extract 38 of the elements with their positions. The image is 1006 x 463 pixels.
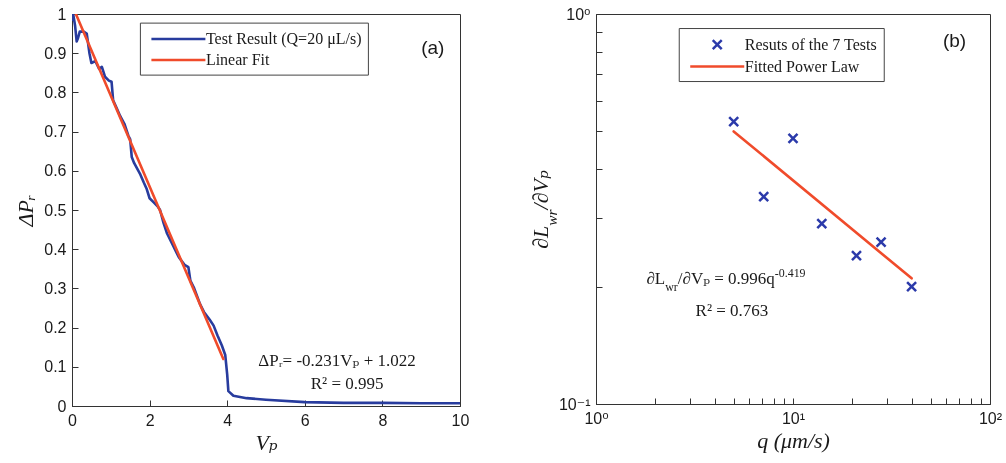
y-tick-label: 0.1 — [44, 358, 67, 376]
point — [816, 217, 828, 230]
y-tick-label: 0.6 — [44, 162, 67, 180]
x-tick-label: 4 — [223, 411, 233, 429]
x-tick-label: 10¹ — [781, 409, 806, 427]
x-tick-label: 8 — [378, 411, 388, 429]
y-tick-label: 0.9 — [44, 44, 67, 62]
x-axis-title: q (μm/s) — [757, 427, 830, 453]
point — [757, 190, 770, 203]
x-tick-label: 2 — [145, 411, 155, 429]
x-tick-label: 6 — [300, 411, 310, 429]
y-tick-label: 0.4 — [44, 240, 67, 258]
y-tick-label: 0.5 — [44, 201, 67, 219]
y-axis-title: ΔPᵣ — [13, 194, 39, 228]
point — [727, 115, 740, 128]
x-tick-label: 10 — [451, 411, 470, 429]
annotation: ∂L$_{wr}$/∂Vₚ = 0.996q$^{-0.419}$ — [646, 266, 806, 295]
y-tick-label: 0 — [57, 397, 67, 415]
y-tick-label: 1 — [57, 5, 67, 23]
x-tick-label: 10² — [978, 409, 1003, 427]
annotation: (a) — [421, 37, 445, 59]
annotation: (b) — [942, 30, 967, 52]
point — [787, 132, 799, 145]
legend-label: Fitted Power Law — [744, 57, 860, 75]
legend-label: Resuts of the 7 Tests — [744, 35, 877, 53]
point — [905, 280, 918, 293]
annotation: ΔPᵣ= -0.231Vₚ + 1.022 — [258, 350, 416, 370]
x-tick-label: 0 — [68, 411, 78, 429]
y-tick-label: 0.8 — [44, 83, 67, 101]
legend-label: Linear Fit — [205, 51, 270, 69]
x-axis-title: Vₚ — [255, 429, 278, 455]
annotation: R² = 0.763 — [695, 301, 769, 321]
legend-label: Test Result (Q=20 μL/s) — [205, 30, 362, 49]
y-tick-label: 0.3 — [44, 279, 67, 297]
point — [875, 236, 887, 248]
y-tick-label: 0.7 — [44, 123, 67, 141]
annotation: R² = 0.995 — [310, 374, 384, 394]
y-tick-label: 0.2 — [44, 319, 67, 337]
